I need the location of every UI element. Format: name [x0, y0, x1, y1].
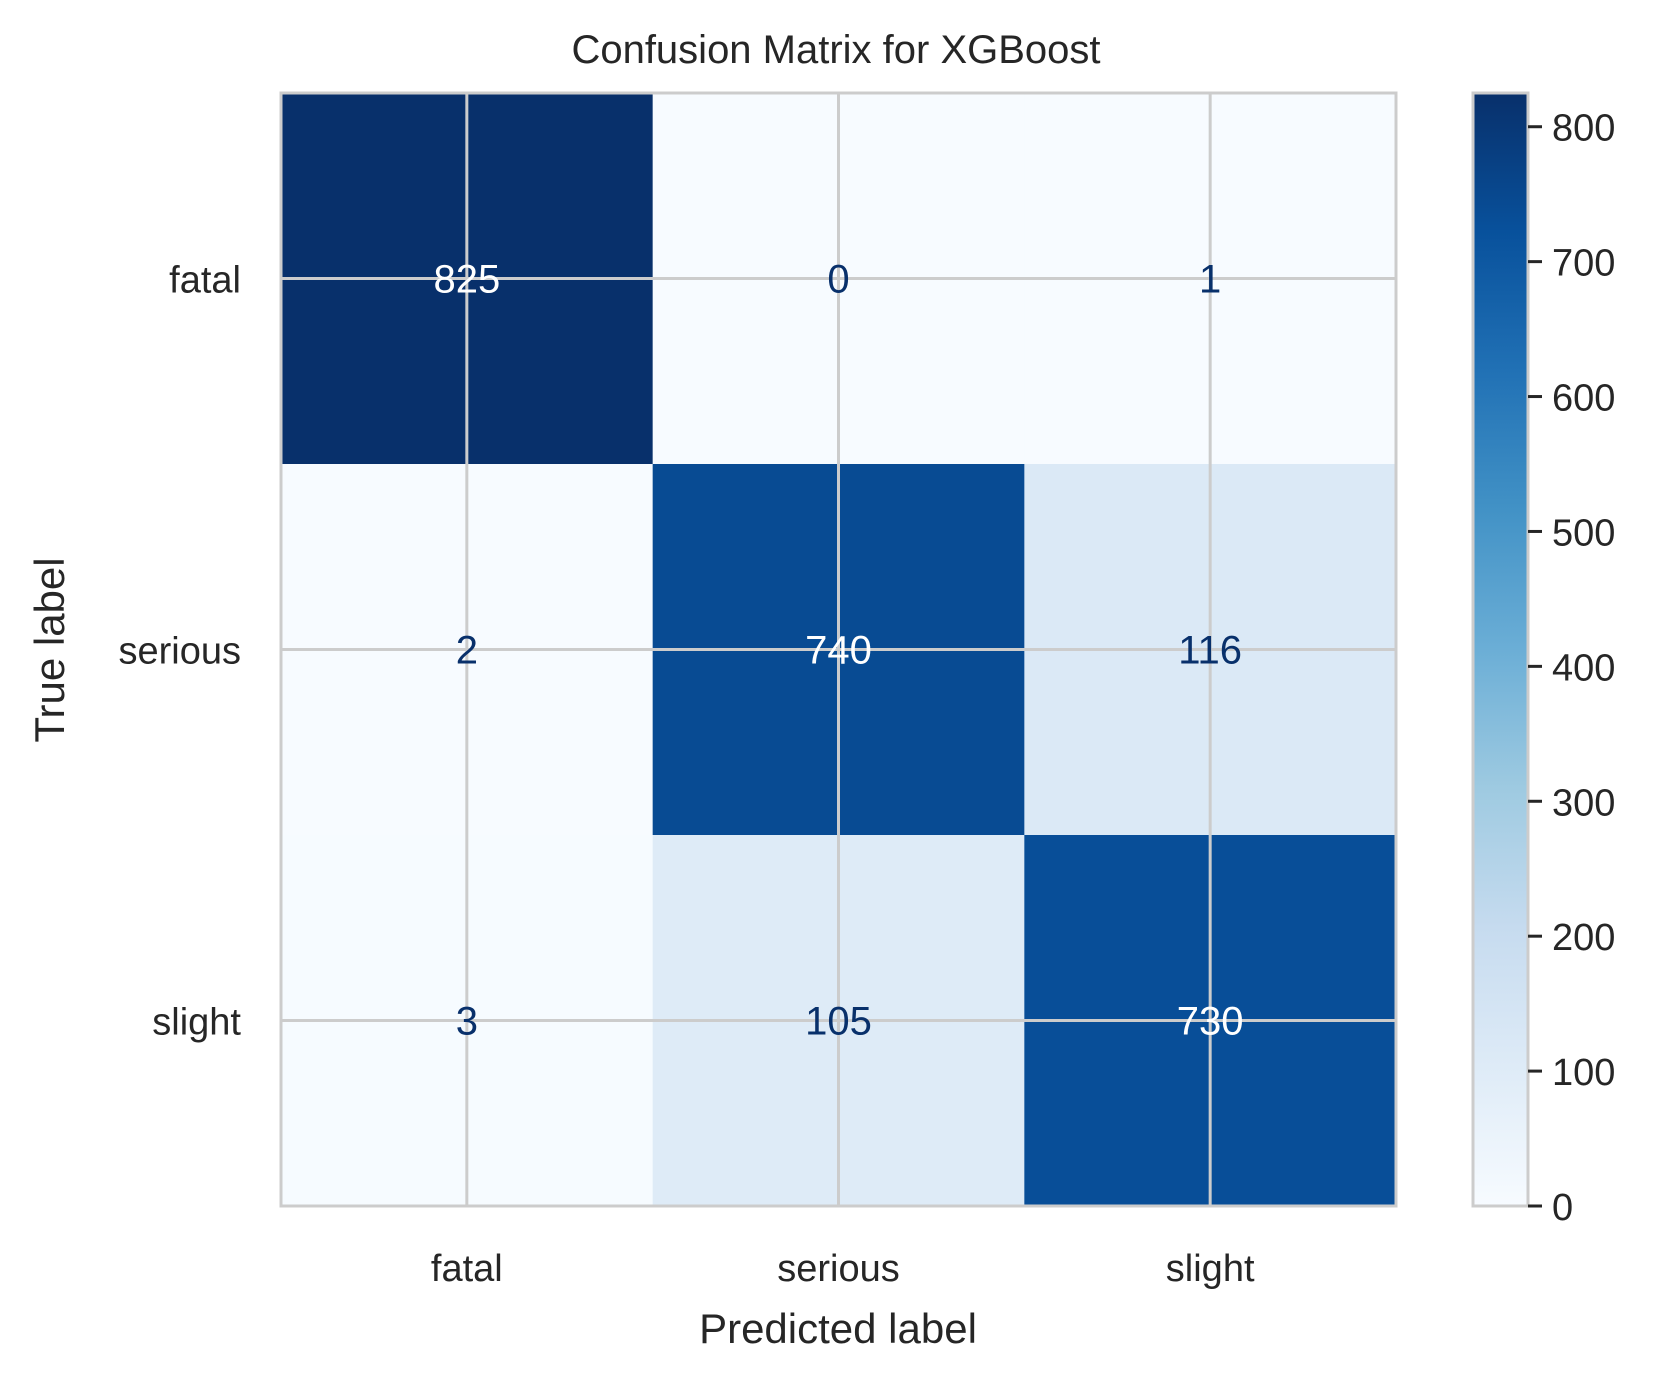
plot-frame: [279, 91, 1398, 1208]
x-tick-label: serious: [777, 1248, 900, 1290]
colorbar-tick-label: 700: [1552, 243, 1615, 285]
colorbar-tick-label: 200: [1552, 917, 1615, 959]
colorbar-tick-label: 100: [1552, 1052, 1615, 1094]
y-axis-label: True label: [26, 557, 73, 742]
colorbar-tick-label: 800: [1552, 108, 1615, 150]
y-tick-label: fatal: [169, 260, 241, 302]
chart-title: Confusion Matrix for XGBoost: [571, 28, 1100, 72]
cell-value-label: 0: [827, 258, 849, 302]
cell-value-label: 1: [1199, 258, 1221, 302]
colorbar-ticks: 0 100 200 300 400 500 600 700 800: [1528, 108, 1615, 1229]
y-tick-label: serious: [119, 631, 242, 673]
cell-value-label: 105: [805, 1000, 872, 1044]
cell-value-label: 740: [805, 629, 872, 673]
x-axis-label: Predicted label: [699, 1305, 977, 1352]
colorbar-tick-label: 400: [1552, 647, 1615, 689]
gridlines: [281, 93, 1396, 1206]
colorbar-tick-label: 500: [1552, 512, 1615, 554]
y-tick-label: slight: [152, 1002, 241, 1044]
colorbar-tick-label: 300: [1552, 782, 1615, 824]
cell-value-label: 2: [456, 629, 478, 673]
x-tick-label: fatal: [431, 1248, 503, 1290]
colorbar-tick-label: 600: [1552, 378, 1615, 420]
cell-value-labels: 825 0 1 2 740 116 3 105 730: [433, 258, 1243, 1044]
colorbar: [1471, 91, 1530, 1208]
x-axis-ticks: fatal serious slight: [431, 1248, 1255, 1290]
cell-value-label: 825: [433, 258, 500, 302]
x-tick-label: slight: [1166, 1248, 1255, 1290]
cell-value-label: 116: [1178, 629, 1242, 673]
y-axis-ticks: fatal serious slight: [119, 260, 242, 1044]
colorbar-tick-label: 0: [1552, 1187, 1573, 1229]
cell-value-label: 730: [1177, 1000, 1244, 1044]
cell-value-label: 3: [456, 1000, 478, 1044]
